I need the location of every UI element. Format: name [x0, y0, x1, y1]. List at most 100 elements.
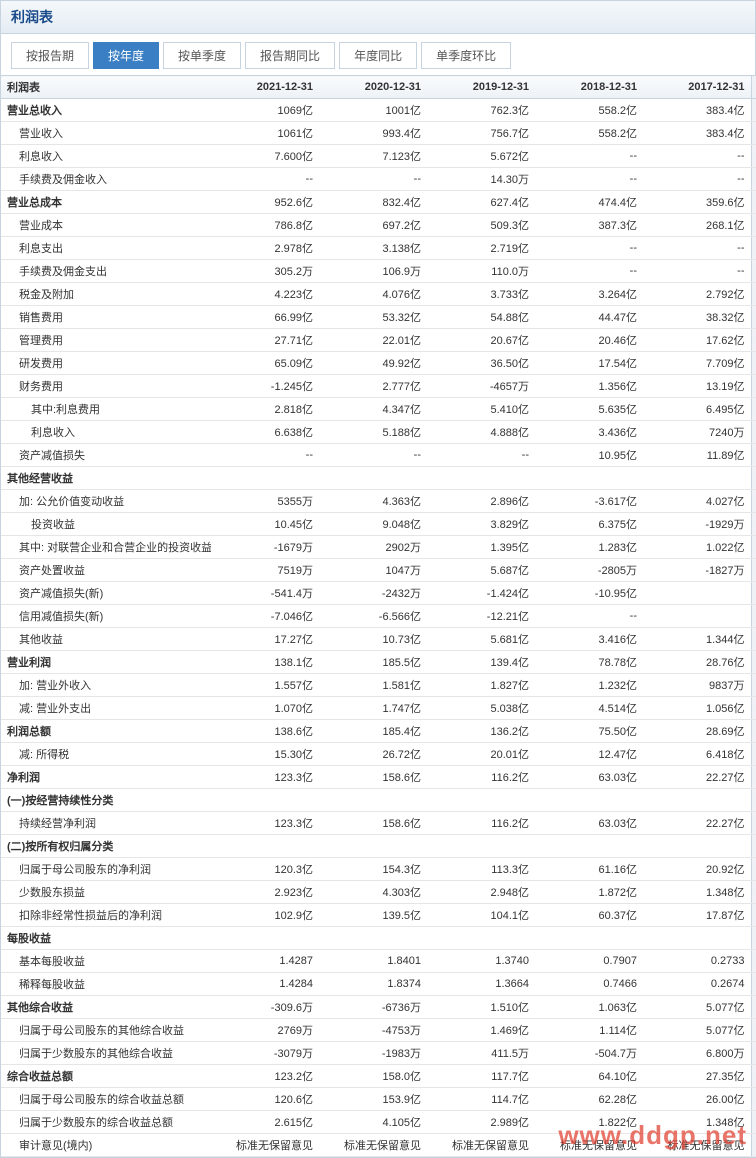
row-label: (二)按所有权归属分类 [1, 835, 211, 858]
row-value [211, 789, 319, 812]
table-row: 营业总成本952.6亿832.4亿627.4亿474.4亿359.6亿 [1, 191, 756, 214]
row-value: 28.76亿 [643, 651, 751, 674]
row-value: 993.4亿 [319, 122, 427, 145]
row-value: 5355万 [211, 490, 319, 513]
scroll-gutter [751, 352, 756, 375]
row-value: 17.54亿 [535, 352, 643, 375]
table-row: 利息收入7.600亿7.123亿5.672亿---- [1, 145, 756, 168]
row-value: 136.2亿 [427, 720, 535, 743]
row-value: 44.47亿 [535, 306, 643, 329]
tab-1[interactable]: 按年度 [93, 42, 159, 69]
panel-header: 利润表 [1, 1, 755, 34]
scroll-gutter [751, 766, 756, 789]
row-value: 6.418亿 [643, 743, 751, 766]
row-value: -6.566亿 [319, 605, 427, 628]
col-header-5: 2017-12-31 [643, 76, 751, 99]
tab-4[interactable]: 年度同比 [339, 42, 417, 69]
row-value: 22.01亿 [319, 329, 427, 352]
table-row: 综合收益总额123.2亿158.0亿117.7亿64.10亿27.35亿 [1, 1065, 756, 1088]
row-label: 其他经营收益 [1, 467, 211, 490]
row-value: 139.5亿 [319, 904, 427, 927]
row-value: 158.0亿 [319, 1065, 427, 1088]
row-label: 归属于少数股东的综合收益总额 [1, 1111, 211, 1134]
scroll-gutter [751, 191, 756, 214]
table-row: 持续经营净利润123.3亿158.6亿116.2亿63.03亿22.27亿 [1, 812, 756, 835]
row-label: 营业总成本 [1, 191, 211, 214]
row-label: 利息收入 [1, 145, 211, 168]
tab-2[interactable]: 按单季度 [163, 42, 241, 69]
row-value: 14.30万 [427, 168, 535, 191]
row-value: 7240万 [643, 421, 751, 444]
row-value: 697.2亿 [319, 214, 427, 237]
row-value [427, 927, 535, 950]
row-value: 268.1亿 [643, 214, 751, 237]
row-value: 4.363亿 [319, 490, 427, 513]
row-value: 120.6亿 [211, 1088, 319, 1111]
row-value: -- [211, 444, 319, 467]
col-header-3: 2019-12-31 [427, 76, 535, 99]
table-row: 审计意见(境内)标准无保留意见标准无保留意见标准无保留意见标准无保留意见标准无保… [1, 1134, 756, 1157]
row-label: 归属于母公司股东的综合收益总额 [1, 1088, 211, 1111]
row-value: 1.056亿 [643, 697, 751, 720]
table-row: (一)按经营持续性分类 [1, 789, 756, 812]
row-value: 2902万 [319, 536, 427, 559]
row-value: 60.37亿 [535, 904, 643, 927]
row-label: 归属于母公司股东的其他综合收益 [1, 1019, 211, 1042]
row-value: 1.395亿 [427, 536, 535, 559]
row-value: 标准无保留意见 [535, 1134, 643, 1157]
row-value: -12.21亿 [427, 605, 535, 628]
row-label: 加: 公允价值变动收益 [1, 490, 211, 513]
row-value: 756.7亿 [427, 122, 535, 145]
row-value: 2.719亿 [427, 237, 535, 260]
row-value: -- [319, 444, 427, 467]
table-row: 少数股东损益2.923亿4.303亿2.948亿1.872亿1.348亿 [1, 881, 756, 904]
row-value: 5.038亿 [427, 697, 535, 720]
row-value: 2.948亿 [427, 881, 535, 904]
row-value: 1047万 [319, 559, 427, 582]
tab-3[interactable]: 报告期同比 [245, 42, 335, 69]
row-value: 27.35亿 [643, 1065, 751, 1088]
scroll-right-icon[interactable]: ▶ [751, 76, 756, 99]
row-value: 786.8亿 [211, 214, 319, 237]
row-value [535, 789, 643, 812]
row-value: 20.92亿 [643, 858, 751, 881]
row-label: 利润总额 [1, 720, 211, 743]
row-value: -- [535, 145, 643, 168]
row-value: 158.6亿 [319, 766, 427, 789]
tab-0[interactable]: 按报告期 [11, 42, 89, 69]
tab-5[interactable]: 单季度环比 [421, 42, 511, 69]
row-value: 5.687亿 [427, 559, 535, 582]
scroll-gutter [751, 329, 756, 352]
row-value: 1.557亿 [211, 674, 319, 697]
row-value: 1.114亿 [535, 1019, 643, 1042]
row-value: 2.777亿 [319, 375, 427, 398]
row-value: -- [211, 168, 319, 191]
scroll-gutter [751, 214, 756, 237]
scroll-gutter [751, 996, 756, 1019]
row-value: 17.27亿 [211, 628, 319, 651]
table-row: 稀释每股收益1.42841.83741.36640.74660.2674 [1, 973, 756, 996]
table-row: 其他综合收益-309.6万-6736万1.510亿1.063亿5.077亿 [1, 996, 756, 1019]
row-value: 22.27亿 [643, 812, 751, 835]
row-label: 归属于母公司股东的净利润 [1, 858, 211, 881]
row-value: 305.2万 [211, 260, 319, 283]
row-value: 123.3亿 [211, 766, 319, 789]
row-value: 1.283亿 [535, 536, 643, 559]
row-value: -1929万 [643, 513, 751, 536]
row-value: 1069亿 [211, 99, 319, 122]
row-value: 7519万 [211, 559, 319, 582]
row-label: 营业利润 [1, 651, 211, 674]
scroll-gutter [751, 1111, 756, 1134]
scroll-gutter [751, 375, 756, 398]
row-label: 审计意见(境内) [1, 1134, 211, 1157]
row-value: 120.3亿 [211, 858, 319, 881]
table-row: 利息收入6.638亿5.188亿4.888亿3.436亿7240万 [1, 421, 756, 444]
row-value: 1.827亿 [427, 674, 535, 697]
row-value: 49.92亿 [319, 352, 427, 375]
scroll-gutter [751, 674, 756, 697]
scroll-gutter [751, 1042, 756, 1065]
row-value: 1.747亿 [319, 697, 427, 720]
row-value: -- [643, 237, 751, 260]
row-value [427, 835, 535, 858]
scroll-gutter [751, 421, 756, 444]
